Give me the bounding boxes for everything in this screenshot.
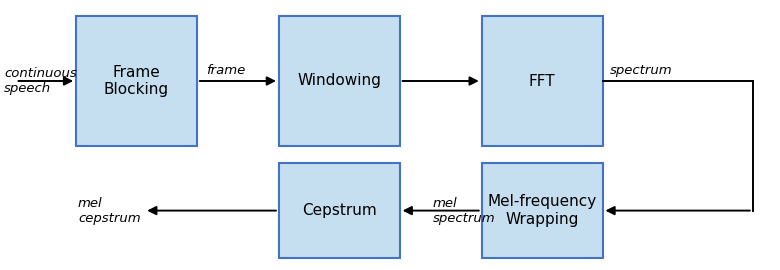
Text: Windowing: Windowing [297,73,381,89]
Text: Cepstrum: Cepstrum [302,203,377,218]
Bar [76,16,197,146]
Text: Mel-frequency
Wrapping: Mel-frequency Wrapping [488,194,597,227]
Text: FFT: FFT [529,73,555,89]
Text: continuous
speech: continuous speech [4,67,76,95]
Text: spectrum: spectrum [610,64,672,77]
Text: mel
cepstrum: mel cepstrum [78,197,140,225]
Bar [481,163,602,258]
Text: Frame
Blocking: Frame Blocking [104,65,169,97]
Bar [278,163,399,258]
Text: mel
spectrum: mel spectrum [433,197,495,225]
Text: frame: frame [206,64,245,77]
Bar [278,16,399,146]
Bar [481,16,602,146]
